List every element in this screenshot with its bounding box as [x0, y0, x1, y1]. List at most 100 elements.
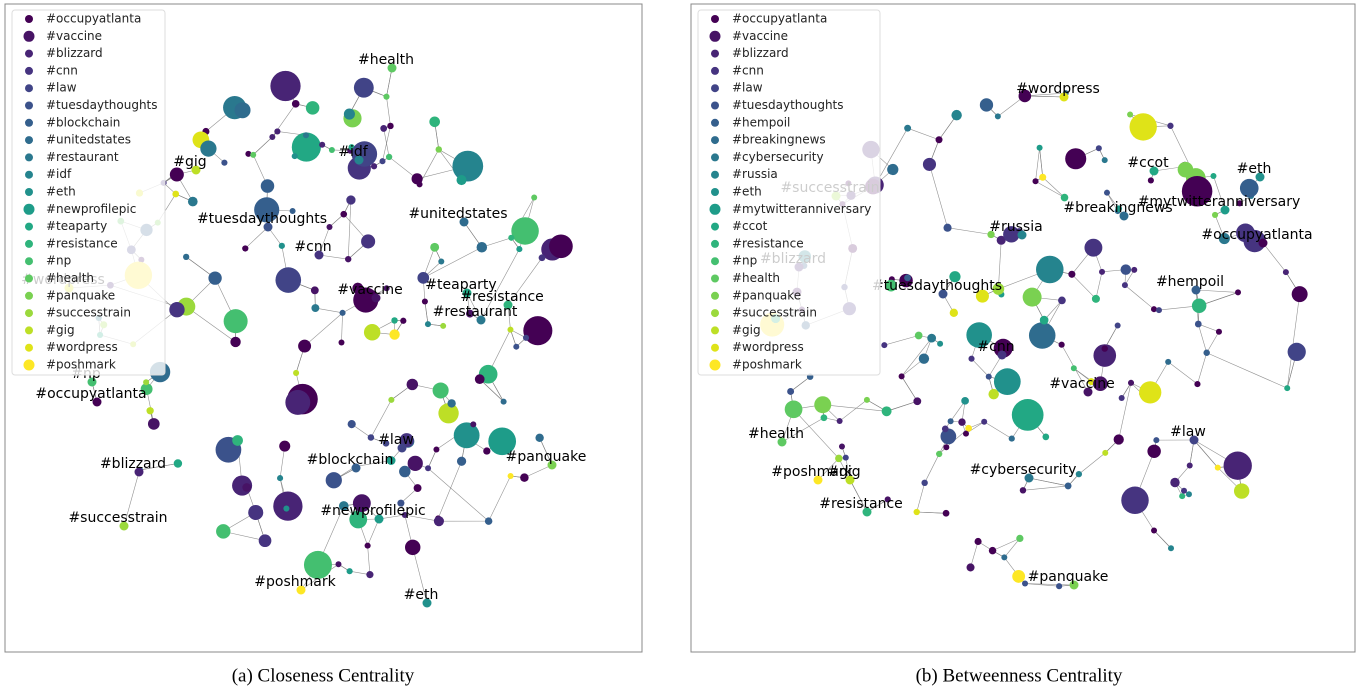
node	[425, 465, 432, 472]
node	[370, 163, 378, 170]
node	[1039, 315, 1049, 325]
node	[1039, 173, 1047, 181]
node	[508, 234, 515, 241]
node	[319, 141, 326, 148]
node-label: #tuesdaythoughts	[872, 278, 1002, 294]
edge	[1168, 361, 1198, 385]
node	[1189, 435, 1199, 445]
node	[349, 510, 368, 529]
node	[1282, 269, 1289, 276]
legend-marker	[711, 239, 719, 248]
node	[385, 153, 393, 161]
node	[310, 286, 319, 295]
legend-marker	[711, 222, 719, 231]
node	[1150, 306, 1157, 313]
legend-marker	[25, 239, 33, 248]
node	[1114, 322, 1121, 329]
node-label: #cybersecurity	[970, 462, 1077, 478]
edge	[929, 164, 948, 228]
node	[1091, 294, 1100, 303]
node	[507, 326, 514, 333]
node	[476, 242, 488, 253]
edge	[423, 247, 482, 279]
edge	[790, 376, 811, 392]
node	[784, 400, 803, 419]
edge	[347, 199, 352, 260]
node	[1113, 434, 1124, 445]
edge	[817, 458, 840, 481]
edge	[524, 464, 553, 478]
node	[1220, 205, 1230, 215]
legend-label: #ccot	[732, 219, 768, 233]
legend-marker	[711, 170, 719, 179]
legend-marker	[711, 118, 719, 127]
edge	[245, 226, 269, 249]
node	[1064, 482, 1072, 490]
edge	[916, 511, 947, 514]
legend-label: #np	[46, 254, 71, 268]
node	[343, 108, 355, 120]
node	[1084, 238, 1103, 257]
node	[311, 304, 320, 313]
node	[405, 539, 421, 556]
node	[943, 444, 950, 451]
legend-label: #breakingnews	[732, 133, 826, 147]
nodes	[760, 89, 1308, 590]
legend-marker	[711, 257, 719, 266]
node	[943, 223, 952, 232]
node	[1215, 328, 1222, 335]
node	[291, 100, 300, 108]
node	[242, 483, 252, 492]
edge	[970, 541, 979, 568]
node	[884, 496, 891, 503]
node-label: #health	[748, 426, 804, 442]
node-label: #ccot	[1127, 155, 1169, 171]
legend-label: #idf	[46, 167, 72, 181]
legend: #occupyatlanta #vaccine #blizzard #cnn #law #…	[697, 9, 881, 376]
node	[938, 289, 948, 299]
edge	[123, 471, 140, 527]
node-label: #resistance	[460, 289, 544, 305]
node-label: #gig	[173, 154, 206, 170]
legend-label: #eth	[46, 185, 76, 199]
node	[134, 467, 144, 477]
edge	[839, 399, 868, 422]
legend-marker	[25, 257, 33, 266]
node	[1103, 189, 1110, 196]
node	[1203, 349, 1210, 357]
edge	[1039, 147, 1044, 178]
edge	[924, 453, 940, 483]
legend-label: #occupyatlanta	[46, 12, 141, 26]
edge	[427, 468, 489, 522]
node	[275, 267, 302, 293]
node	[547, 460, 557, 470]
edge	[916, 482, 925, 513]
legend-box	[11, 9, 166, 376]
node	[488, 427, 517, 456]
node	[1069, 580, 1079, 590]
node	[835, 454, 843, 463]
node	[242, 245, 249, 252]
node	[435, 146, 443, 153]
node	[1024, 473, 1034, 483]
legend-marker	[711, 343, 719, 352]
node	[169, 302, 185, 318]
edge	[146, 389, 155, 424]
node	[92, 397, 102, 407]
node	[1179, 493, 1186, 500]
node	[968, 355, 975, 362]
node	[291, 153, 298, 160]
edge	[1124, 284, 1155, 310]
node	[1070, 365, 1077, 372]
legend-marker	[25, 222, 33, 231]
node	[845, 475, 855, 485]
node	[1058, 341, 1065, 348]
node	[500, 398, 507, 405]
node	[1095, 145, 1102, 152]
node-label: #breakingnews	[1063, 200, 1172, 216]
node	[1028, 322, 1056, 349]
node	[1235, 289, 1242, 296]
edge	[1153, 530, 1172, 549]
node	[1127, 111, 1134, 118]
legend-label: #wordpress	[46, 340, 118, 354]
